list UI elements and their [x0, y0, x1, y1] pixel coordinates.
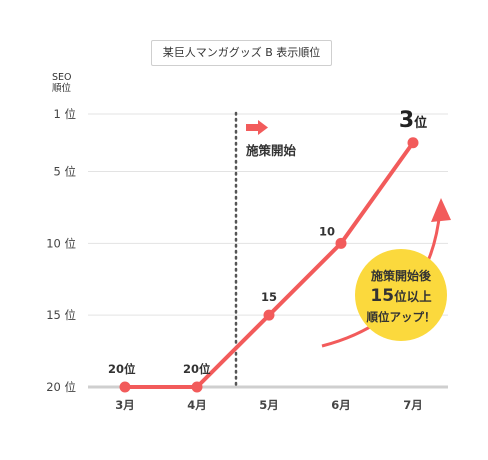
chart-title: 某巨人マンガグッズ B 表示順位: [151, 40, 332, 66]
start-label: 施策開始: [246, 143, 297, 158]
trend-arrowhead-icon: [431, 198, 451, 222]
callout-line1: 施策開始後: [370, 269, 431, 283]
data-label: 10: [319, 224, 335, 238]
y-axis-label-line2: 順位: [52, 83, 72, 94]
callout-line2-text: 位以上: [394, 289, 432, 304]
data-label: 15: [261, 290, 277, 304]
series-line: [119, 137, 419, 393]
best-rank-number: 3: [398, 108, 415, 133]
data-point: [335, 237, 347, 249]
y-tick-label: 20 位: [46, 380, 76, 394]
x-tick-label: 4月: [187, 398, 207, 412]
start-arrow-icon: [246, 120, 268, 135]
data-labels: 20位 20位 15 10: [108, 224, 335, 376]
data-label: 20位: [108, 362, 136, 376]
data-point: [263, 309, 275, 321]
callout-number: 15: [370, 286, 395, 306]
data-point: [407, 137, 419, 149]
y-tick-label: 15 位: [46, 308, 76, 322]
data-label: 20位: [183, 362, 211, 376]
y-tick-label: 1 位: [54, 107, 76, 121]
x-tick-label: 6月: [331, 398, 351, 412]
y-axis-label-line1: SEO: [52, 72, 72, 83]
y-tick-labels: 1 位 5 位 10 位 15 位 20 位: [46, 107, 76, 394]
callout-line3: 順位アップ！: [366, 310, 436, 324]
y-tick-label: 5 位: [54, 164, 76, 178]
best-rank-unit: 位: [414, 116, 428, 131]
callout-badge: 施策開始後 15位以上 順位アップ！: [355, 249, 447, 341]
x-tick-labels: 3月 4月 5月 6月 7月: [115, 398, 423, 412]
x-tick-label: 7月: [403, 398, 423, 412]
data-point: [119, 381, 131, 393]
y-axis-label: SEO 順位: [52, 72, 72, 94]
data-point: [191, 381, 203, 393]
x-tick-label: 3月: [115, 398, 135, 412]
y-tick-label: 10 位: [46, 236, 76, 250]
x-tick-label: 5月: [259, 398, 279, 412]
callout-line2: 15位以上: [355, 286, 447, 306]
best-rank-label: 3位: [393, 108, 433, 138]
